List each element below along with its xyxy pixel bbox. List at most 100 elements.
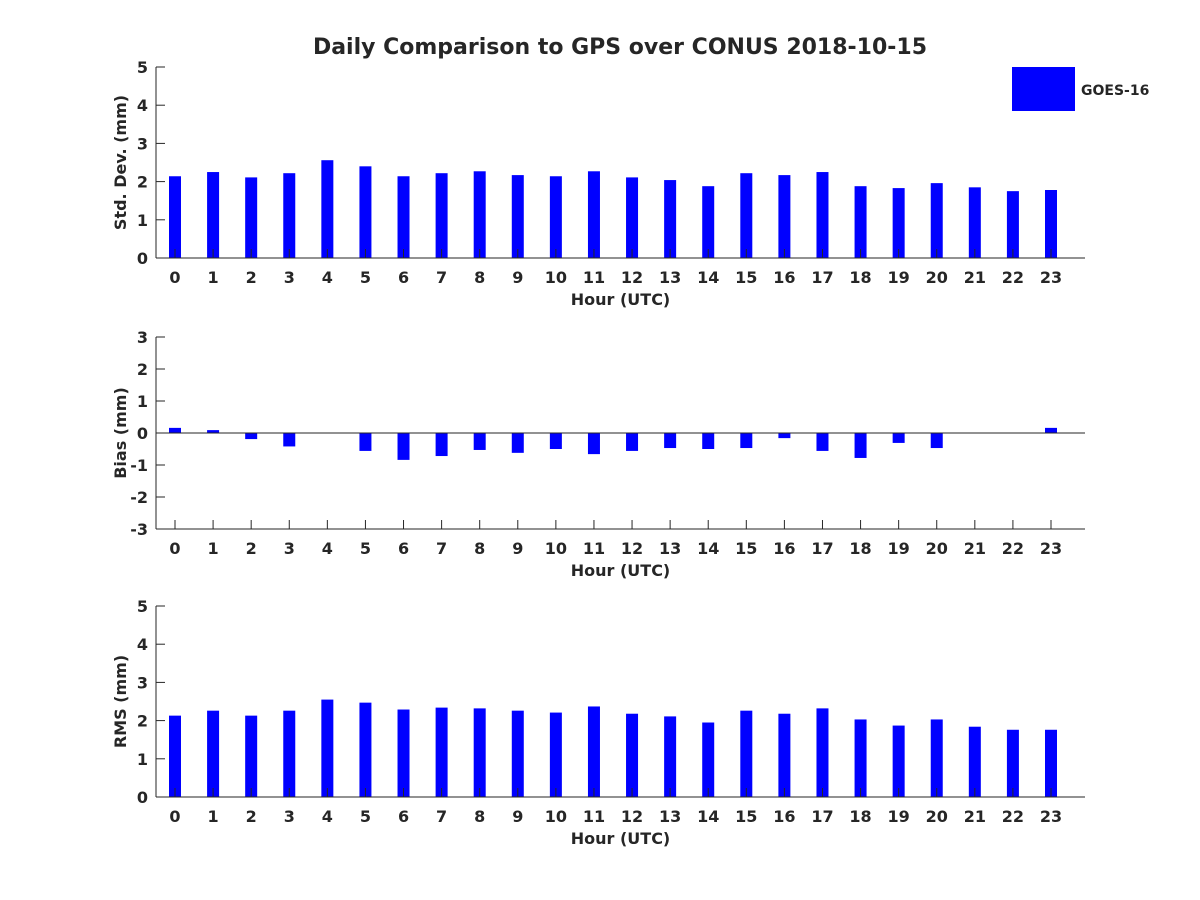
bar-2-hour-5 xyxy=(359,433,372,451)
y-axis-label: RMS (mm) xyxy=(111,655,130,748)
bar-2-hour-13 xyxy=(664,433,677,449)
x-tick-label: 14 xyxy=(697,807,719,826)
bar-3-hour-2 xyxy=(245,715,258,797)
y-tick-label: 3 xyxy=(137,673,148,692)
chart-title: Daily Comparison to GPS over CONUS 2018-… xyxy=(313,35,927,60)
y-axis-label: Std. Dev. (mm) xyxy=(111,95,130,230)
x-axis-label: Hour (UTC) xyxy=(571,561,671,580)
bar-1-hour-10 xyxy=(549,176,562,258)
bar-2-hour-23 xyxy=(1045,427,1057,433)
x-tick-label: 11 xyxy=(583,539,605,558)
bar-3-hour-1 xyxy=(207,710,220,797)
x-tick-label: 9 xyxy=(512,539,523,558)
subplot-3 xyxy=(155,605,1085,798)
x-tick-label: 12 xyxy=(621,539,643,558)
x-tick-label: 4 xyxy=(322,539,333,558)
bar-2-hour-12 xyxy=(626,433,639,451)
y-tick-label: 2 xyxy=(137,360,148,379)
x-tick-label: 4 xyxy=(322,268,333,287)
x-tick-label: 1 xyxy=(208,539,219,558)
y-tick-label: 5 xyxy=(137,58,148,77)
x-tick-label: 6 xyxy=(398,807,409,826)
x-tick-label: 10 xyxy=(545,807,567,826)
x-axis-label: Hour (UTC) xyxy=(571,829,671,848)
x-tick-label: 1 xyxy=(208,807,219,826)
x-tick-label: 8 xyxy=(474,807,485,826)
bar-2-hour-20 xyxy=(930,433,943,449)
bar-1-hour-9 xyxy=(511,175,524,258)
bar-3-hour-17 xyxy=(816,708,829,797)
subplot-2 xyxy=(155,336,1085,530)
x-tick-label: 7 xyxy=(436,539,447,558)
bar-1-hour-11 xyxy=(587,171,600,258)
x-tick-label: 14 xyxy=(697,268,719,287)
y-tick-label: 0 xyxy=(137,788,148,807)
x-tick-label: 21 xyxy=(964,539,986,558)
bar-3-hour-4 xyxy=(321,699,334,797)
x-tick-label: 23 xyxy=(1040,268,1062,287)
bar-1-hour-3 xyxy=(283,173,296,258)
x-tick-label: 16 xyxy=(773,268,795,287)
y-tick-label: 1 xyxy=(137,211,148,230)
bar-1-hour-7 xyxy=(435,173,448,258)
y-tick-label: -2 xyxy=(130,488,148,507)
bar-1-hour-21 xyxy=(968,187,981,258)
y-tick-label: -3 xyxy=(130,520,148,539)
bar-3-hour-23 xyxy=(1045,729,1057,797)
x-tick-label: 12 xyxy=(621,268,643,287)
bar-2-hour-17 xyxy=(816,433,829,451)
bar-1-hour-6 xyxy=(397,176,410,258)
bar-2-hour-14 xyxy=(702,433,715,449)
x-tick-label: 19 xyxy=(888,807,910,826)
x-tick-label: 23 xyxy=(1040,539,1062,558)
x-axis-label: Hour (UTC) xyxy=(571,290,671,309)
bar-3-hour-20 xyxy=(930,719,943,797)
bar-1-hour-22 xyxy=(1006,191,1019,258)
x-tick-label: 9 xyxy=(512,807,523,826)
bar-3-hour-12 xyxy=(626,713,639,797)
x-tick-label: 2 xyxy=(246,268,257,287)
bar-1-hour-19 xyxy=(892,188,905,258)
x-tick-label: 15 xyxy=(735,539,757,558)
bar-3-hour-21 xyxy=(968,726,981,797)
x-tick-label: 17 xyxy=(811,807,833,826)
x-tick-label: 3 xyxy=(284,807,295,826)
x-tick-label: 0 xyxy=(169,268,180,287)
bar-2-hour-1 xyxy=(207,430,220,433)
x-tick-label: 18 xyxy=(849,539,871,558)
x-tick-label: 7 xyxy=(436,807,447,826)
bar-1-hour-16 xyxy=(778,175,791,258)
subplot-1 xyxy=(155,66,1085,259)
bar-3-hour-22 xyxy=(1006,729,1019,797)
bar-2-hour-6 xyxy=(397,433,410,460)
bar-1-hour-1 xyxy=(207,172,220,258)
bar-2-hour-10 xyxy=(549,433,562,449)
bar-3-hour-5 xyxy=(359,702,372,797)
x-tick-label: 10 xyxy=(545,268,567,287)
x-tick-label: 4 xyxy=(322,807,333,826)
bar-2-hour-7 xyxy=(435,433,448,457)
bar-3-hour-0 xyxy=(169,715,181,797)
bar-3-hour-19 xyxy=(892,725,905,797)
bar-3-hour-14 xyxy=(702,722,715,797)
x-tick-label: 10 xyxy=(545,539,567,558)
x-tick-label: 17 xyxy=(811,268,833,287)
bar-3-hour-13 xyxy=(664,716,677,797)
y-tick-label: 4 xyxy=(137,96,148,115)
bar-2-hour-2 xyxy=(245,433,258,440)
bar-3-hour-11 xyxy=(587,706,600,797)
bar-2-hour-8 xyxy=(473,433,486,450)
x-tick-label: 16 xyxy=(773,807,795,826)
y-tick-label: 4 xyxy=(137,635,148,654)
y-tick-label: 2 xyxy=(137,712,148,731)
x-tick-label: 22 xyxy=(1002,807,1024,826)
bar-1-hour-23 xyxy=(1045,190,1057,258)
y-tick-label: 2 xyxy=(137,173,148,192)
x-tick-label: 11 xyxy=(583,807,605,826)
bar-3-hour-9 xyxy=(511,710,524,797)
x-tick-label: 5 xyxy=(360,807,371,826)
y-tick-label: 1 xyxy=(137,392,148,411)
x-tick-label: 22 xyxy=(1002,268,1024,287)
